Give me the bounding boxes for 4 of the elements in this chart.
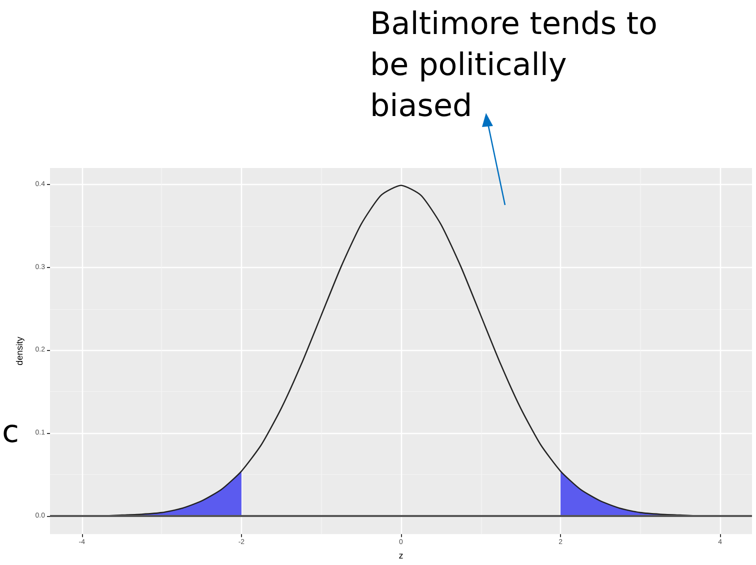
x-axis-title: z — [398, 550, 404, 560]
text: Baltimore tends to be politically biased — [370, 5, 658, 126]
text: c — [2, 413, 20, 452]
y-axis-title: density — [14, 336, 24, 366]
